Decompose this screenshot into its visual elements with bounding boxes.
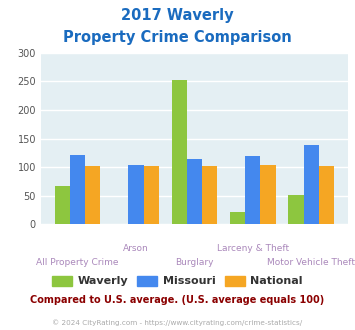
Bar — [245, 156, 260, 224]
Text: 2017 Waverly: 2017 Waverly — [121, 8, 234, 23]
Bar — [319, 166, 334, 224]
Bar — [230, 212, 245, 224]
Bar — [129, 165, 143, 224]
Bar — [85, 166, 100, 224]
Text: Property Crime Comparison: Property Crime Comparison — [63, 30, 292, 45]
Bar — [55, 186, 70, 224]
Bar — [143, 166, 159, 224]
Bar — [171, 80, 187, 224]
Text: Arson: Arson — [123, 244, 149, 253]
Text: Motor Vehicle Theft: Motor Vehicle Theft — [267, 258, 355, 267]
Text: Compared to U.S. average. (U.S. average equals 100): Compared to U.S. average. (U.S. average … — [31, 295, 324, 305]
Text: Larceny & Theft: Larceny & Theft — [217, 244, 289, 253]
Text: All Property Crime: All Property Crime — [36, 258, 119, 267]
Text: © 2024 CityRating.com - https://www.cityrating.com/crime-statistics/: © 2024 CityRating.com - https://www.city… — [53, 319, 302, 326]
Bar — [187, 159, 202, 224]
Bar — [288, 195, 304, 224]
Legend: Waverly, Missouri, National: Waverly, Missouri, National — [48, 271, 307, 291]
Bar — [260, 165, 275, 224]
Bar — [304, 146, 319, 224]
Text: Burglary: Burglary — [175, 258, 214, 267]
Bar — [70, 155, 85, 224]
Bar — [202, 166, 217, 224]
